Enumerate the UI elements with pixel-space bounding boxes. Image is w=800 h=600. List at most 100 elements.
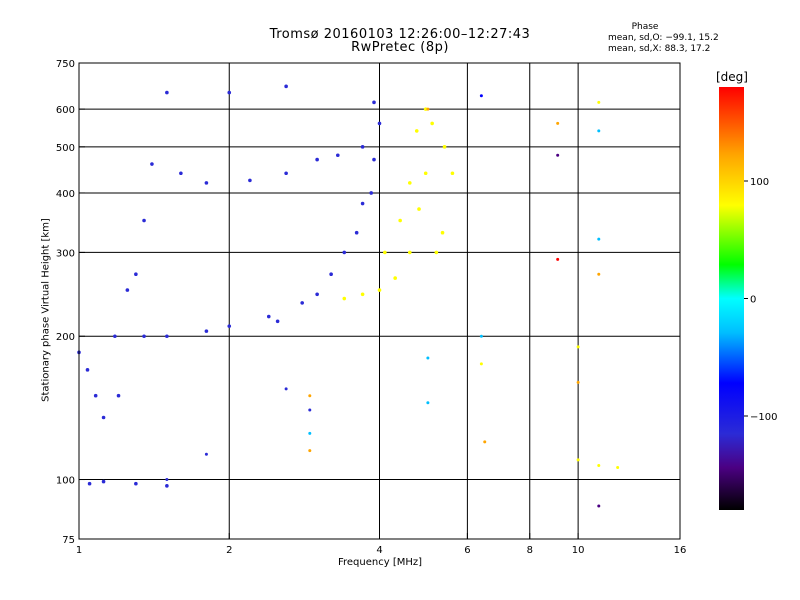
colorbar-tick-label: 100 [750, 177, 769, 188]
o-mode-point [315, 157, 319, 162]
o-mode-point [372, 100, 376, 105]
scattered-return-point [556, 153, 560, 157]
y-tick-label: 400 [56, 189, 75, 200]
x-tick-label: 1 [76, 545, 82, 556]
x-mode-point [398, 218, 402, 223]
scattered-return-point [479, 334, 483, 338]
y-tick-label: 100 [56, 476, 75, 487]
o-mode-point [372, 157, 376, 162]
o-mode-point [360, 145, 365, 149]
y-tick-label: 600 [56, 105, 75, 116]
o-mode-point [354, 230, 359, 235]
scattered-return-point [597, 100, 601, 104]
o-mode-point [227, 90, 232, 95]
x-tick-label: 16 [674, 545, 687, 556]
scattered-return-point [479, 94, 483, 98]
o-mode-point [300, 301, 304, 305]
phase-stats-o-mode: mean, sd,O: −99.1, 15.2 [608, 33, 719, 43]
o-mode-point [87, 481, 92, 486]
x-tick-label: 4 [376, 545, 382, 556]
o-mode-point [134, 272, 138, 277]
scattered-return-point [308, 394, 312, 398]
x-mode-point [383, 250, 387, 255]
x-tick-label: 6 [464, 545, 470, 556]
scattered-return-point [576, 345, 580, 349]
o-mode-point [150, 162, 154, 166]
o-mode-point [284, 171, 288, 176]
scattered-return-point [479, 362, 483, 366]
scattered-return-point [426, 107, 430, 111]
colorbar-tick-label: −100 [750, 412, 777, 423]
phase-stats-title: Phase [631, 22, 659, 32]
o-mode-point [336, 153, 340, 158]
x-mode-point [450, 171, 455, 176]
o-mode-point [165, 334, 169, 339]
scattered-return-point [597, 504, 601, 508]
scattered-return-point [308, 431, 312, 435]
o-mode-point [85, 368, 90, 372]
o-mode-point [329, 272, 333, 277]
x-mode-point [360, 292, 365, 297]
x-mode-point [417, 207, 421, 211]
scattered-return-point [597, 464, 601, 468]
o-mode-point [204, 181, 209, 185]
scattered-return-point [483, 440, 487, 444]
y-tick-label: 75 [62, 535, 75, 546]
x-mode-point [423, 171, 428, 176]
colorbar-unit-label: [deg] [716, 70, 748, 84]
x-tick-label: 2 [226, 545, 232, 556]
o-mode-point [113, 334, 117, 339]
scattered-return-point [165, 478, 169, 482]
o-mode-point [179, 171, 183, 176]
scattered-return-point [597, 272, 601, 276]
x-tick-label: 10 [572, 545, 585, 556]
colorbar-ticks: 100 0 −100 [744, 177, 777, 423]
scattered-return-point [284, 387, 288, 391]
x-axis-label: Frequency [MHz] [337, 557, 423, 568]
o-mode-point [369, 191, 374, 195]
o-mode-point [377, 121, 382, 126]
o-mode-point [284, 84, 288, 89]
y-tick-label: 750 [56, 59, 75, 70]
phase-stats-x-mode: mean, sd,X: 88.3, 17.2 [608, 44, 711, 54]
scattered-return-point [597, 237, 601, 241]
x-mode-point [434, 250, 439, 255]
scattered-return-point [556, 257, 560, 261]
chart-subtitle: RwPretec (8p) [351, 40, 449, 55]
o-mode-point [165, 90, 169, 95]
scattered-return-point [597, 129, 601, 133]
x-mode-point [440, 230, 445, 235]
scattered-return-point [616, 465, 620, 469]
x-mode-point [407, 250, 412, 255]
scattered-return-point [426, 356, 430, 360]
x-mode-point [414, 129, 419, 133]
x-mode-point [393, 276, 397, 280]
x-tick-label: 8 [527, 545, 533, 556]
scattered-return-point [576, 458, 580, 462]
phase-colorbar [719, 87, 744, 510]
scattered-return-point [204, 452, 208, 456]
axis-ticks: 1 2 4 6 8 10 16 75 100 200 300 400 500 600 750 [56, 59, 686, 556]
x-mode-point [442, 145, 447, 149]
o-mode-point [204, 329, 209, 333]
o-mode-point [266, 314, 271, 319]
o-mode-point [93, 393, 98, 398]
x-mode-point [377, 288, 382, 292]
scattered-return-point [556, 121, 560, 125]
x-mode-point [407, 181, 412, 185]
x-mode-point [423, 107, 428, 111]
o-mode-point [227, 324, 232, 328]
data-points [77, 84, 620, 508]
grid-lines [78, 63, 681, 539]
scattered-return-point [426, 401, 430, 405]
o-mode-point [360, 201, 365, 206]
scattered-return-point [308, 408, 312, 412]
x-mode-point [430, 121, 434, 126]
o-mode-point [142, 334, 146, 339]
x-mode-point [342, 296, 347, 301]
o-mode-point [315, 292, 319, 297]
y-tick-label: 300 [56, 248, 75, 259]
scattered-return-point [308, 449, 312, 453]
scattered-return-point [576, 380, 580, 384]
